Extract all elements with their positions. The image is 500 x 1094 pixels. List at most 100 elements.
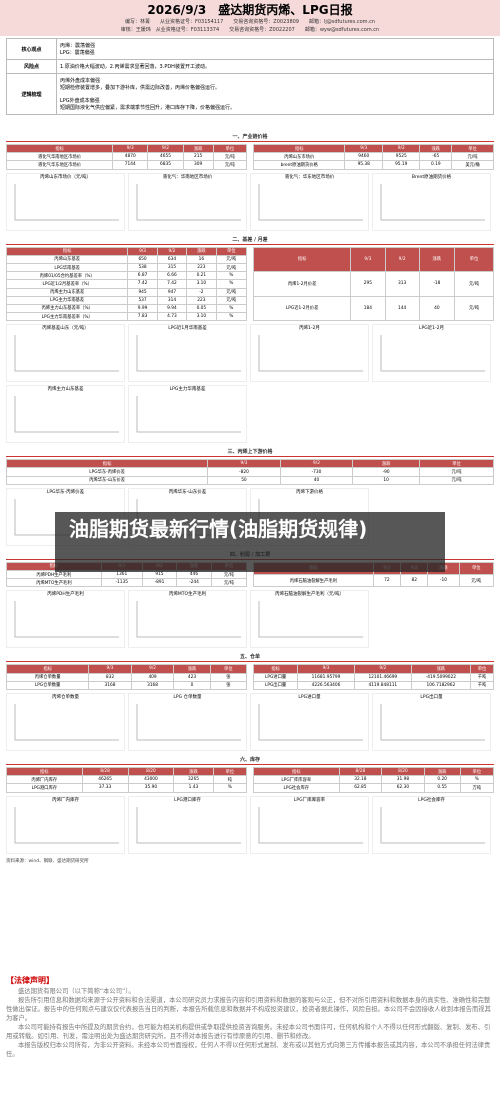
table-cell: 3265: [173, 775, 214, 785]
table-cell: 4.73: [156, 312, 188, 322]
table-cell: LPG进口量: [252, 672, 299, 682]
tables: 指标 9/3 9/2 涨跌 单位 LPG华东-丙烯价差 -820 -730 -90 元/吨 丙烯华东…: [5, 459, 494, 485]
table-cell: 9/2: [156, 246, 188, 256]
chart-title: 丙烯仓单数量: [52, 694, 79, 700]
axis: [258, 703, 363, 741]
chart: 丙烯石脑油裂解生产毛利（元/吨）: [250, 590, 369, 649]
table-cell: 液化气华南地区市场价: [5, 152, 114, 162]
table-cell: 指标: [6, 766, 83, 777]
chart-title: LPG出口量: [420, 694, 443, 700]
axis: [380, 806, 485, 843]
chart-title: 丙烯1-2月: [299, 326, 320, 332]
table-cell: 43000: [127, 775, 175, 785]
date: 2026/9/3: [147, 3, 207, 17]
table-cell: 涨跌: [182, 143, 214, 154]
table-cell: 6.66: [156, 271, 188, 281]
table-row: 指标 8/28 8/20 涨跌 单位: [253, 766, 495, 777]
chart-title: 丙烯华东-山东价差: [168, 489, 207, 495]
table-row: 丙烯厂内库存 46265 43000 3265 吨: [6, 775, 248, 785]
chart-title: LPG港口库存: [174, 797, 201, 803]
axis: [14, 703, 119, 741]
chart-frame: [380, 703, 485, 741]
table-cell: 32.18: [338, 775, 383, 785]
chart: 丙烯山东市场价（元/吨）: [6, 172, 125, 231]
table-cell: %: [215, 279, 248, 289]
axis: [136, 806, 241, 843]
table-row: brent原油期货价格 95.38 95.19 0.19 美元/桶: [252, 160, 494, 170]
section: 六、库存 指标 8/28 8/20 涨跌 单位 丙烯厂内库存 46265 43000 3265 吨 L…: [6, 755, 495, 854]
chart-frame: [380, 183, 485, 221]
chart: LPG 仓单数量: [128, 692, 247, 751]
table-row: LPG近1-2月价差 184 144 40 元/吨: [252, 295, 495, 322]
table-row: 丙烯仓单数量 832 409 423 张: [5, 672, 248, 682]
table-cell: 0: [173, 680, 211, 690]
table-cell: -2: [186, 287, 217, 297]
table-cell: 634: [156, 254, 188, 264]
table-cell: LPG华东-丙烯价差: [5, 467, 209, 477]
chart: 液化气：华南地区市场价: [128, 172, 247, 231]
table-cell: brent原油期货价格: [252, 160, 346, 170]
table-cell: 9/2: [381, 143, 421, 154]
data-table: 指标 9/3 9/2 涨跌 单位 LPG华东-丙烯价差 -820 -730 -90 元/吨 丙烯华东…: [5, 459, 494, 485]
charts: 丙烯厂内库存 LPG港口库存 LPG厂库库容率 LPG社会库存: [6, 795, 494, 854]
chart-title: 液化气：华南地区市场价: [162, 174, 213, 180]
core-label: 核心观点: [6, 38, 57, 60]
table-cell: 丙烯MTO生产毛利: [6, 578, 102, 588]
table-cell: 6835: [147, 160, 184, 170]
author-line: 编写：林菁 从业资格证号：F03154117 交易咨询资格号：Z0023809 …: [124, 19, 376, 25]
table-cell: 9/2: [353, 664, 412, 674]
chart: LPG主力华南基差: [128, 385, 247, 444]
charts: 丙烯PDH生产毛利 丙烯MTO生产毛利 丙烯石脑油裂解生产毛利（元/吨）: [6, 590, 494, 649]
table-cell: -1135: [100, 578, 143, 588]
table-cell: 295: [350, 271, 386, 297]
chart-title: 丙烯主力山东基差: [47, 387, 84, 393]
data-table: 指标 9/3 9/2 涨跌 单位 丙烯1-2月价差 295 313 -18 元/吨 LPG近1-2月…: [252, 246, 495, 322]
table-row: 液化气华南地区市场价 4870 4655 215 元/吨: [5, 152, 248, 162]
table-cell: 4226.563406: [297, 680, 355, 690]
chart: LPG厂库库容率: [250, 795, 369, 854]
table-cell: 945: [127, 287, 158, 297]
table-cell: 315: [156, 262, 188, 273]
table-cell: 9/2: [147, 143, 184, 154]
table-cell: 丙烯石脑油裂解生产毛利: [253, 574, 374, 588]
chart-title: LPG厂库库容率: [293, 797, 326, 803]
table-cell: LPG主力华南基差率（%）: [5, 312, 129, 322]
table-row: 丙烯MTO生产毛利 -1135 -891 -244 元/吨: [6, 578, 248, 588]
overlay-title: 油脂期货最新行情(油脂期货规律): [55, 512, 445, 572]
table-cell: 9/3: [127, 246, 158, 256]
axis: [136, 396, 241, 433]
section: 二、基差 / 月差 指标 9/3 9/2 涨跌 单位 丙烯山东基差 650 634 16 元/吨 LP…: [5, 235, 495, 444]
table-cell: 215: [182, 152, 214, 162]
legal: 【法律声明】 盛达期货有限公司（以下简称“本公司”）。 报告所引用信息和数据均来源…: [6, 976, 494, 1059]
table-cell: 元/吨: [215, 254, 248, 264]
section-title: 三、丙烯上下游价格: [6, 447, 494, 458]
table-cell: 3168: [88, 680, 132, 690]
table-cell: 9/3: [207, 459, 281, 469]
table-cell: 元/吨: [212, 160, 248, 170]
table-cell: 3.10: [186, 312, 217, 322]
table-row: 液化气华东地区市场价 7144 6835 309 元/吨: [5, 160, 248, 170]
table-cell: 8/28: [81, 766, 129, 777]
table-cell: 16: [186, 254, 217, 264]
chart-frame: [136, 335, 241, 372]
chart-title: 液化气：华东地区市场价: [284, 174, 335, 180]
chart: Brent原油期货价格: [372, 172, 491, 231]
table-cell: 单位: [209, 664, 248, 674]
table-cell: %: [215, 271, 248, 281]
table-row: 丙烯1-2月价差 295 313 -18 元/吨: [252, 271, 495, 297]
table-cell: -18: [418, 271, 455, 297]
table-cell: 9/3: [344, 143, 383, 154]
chart-frame: [14, 806, 119, 843]
table-cell: -244: [176, 578, 212, 588]
table-cell: 涨跌: [419, 143, 453, 154]
title: 盛达期货丙烯、LPG日报: [218, 3, 353, 17]
table-cell: 3.10: [186, 279, 217, 289]
table-cell: 9/3: [297, 664, 355, 674]
table-row: LPG华南基差 538 315 223 元/吨: [5, 262, 248, 273]
table-cell: 丙烯山东基差: [5, 254, 129, 264]
table-cell: 9/3: [112, 143, 149, 154]
chart-title: LPG进口量: [298, 694, 321, 700]
table-cell: 指标: [253, 766, 340, 777]
chart: 丙烯厂内库存: [6, 795, 125, 854]
